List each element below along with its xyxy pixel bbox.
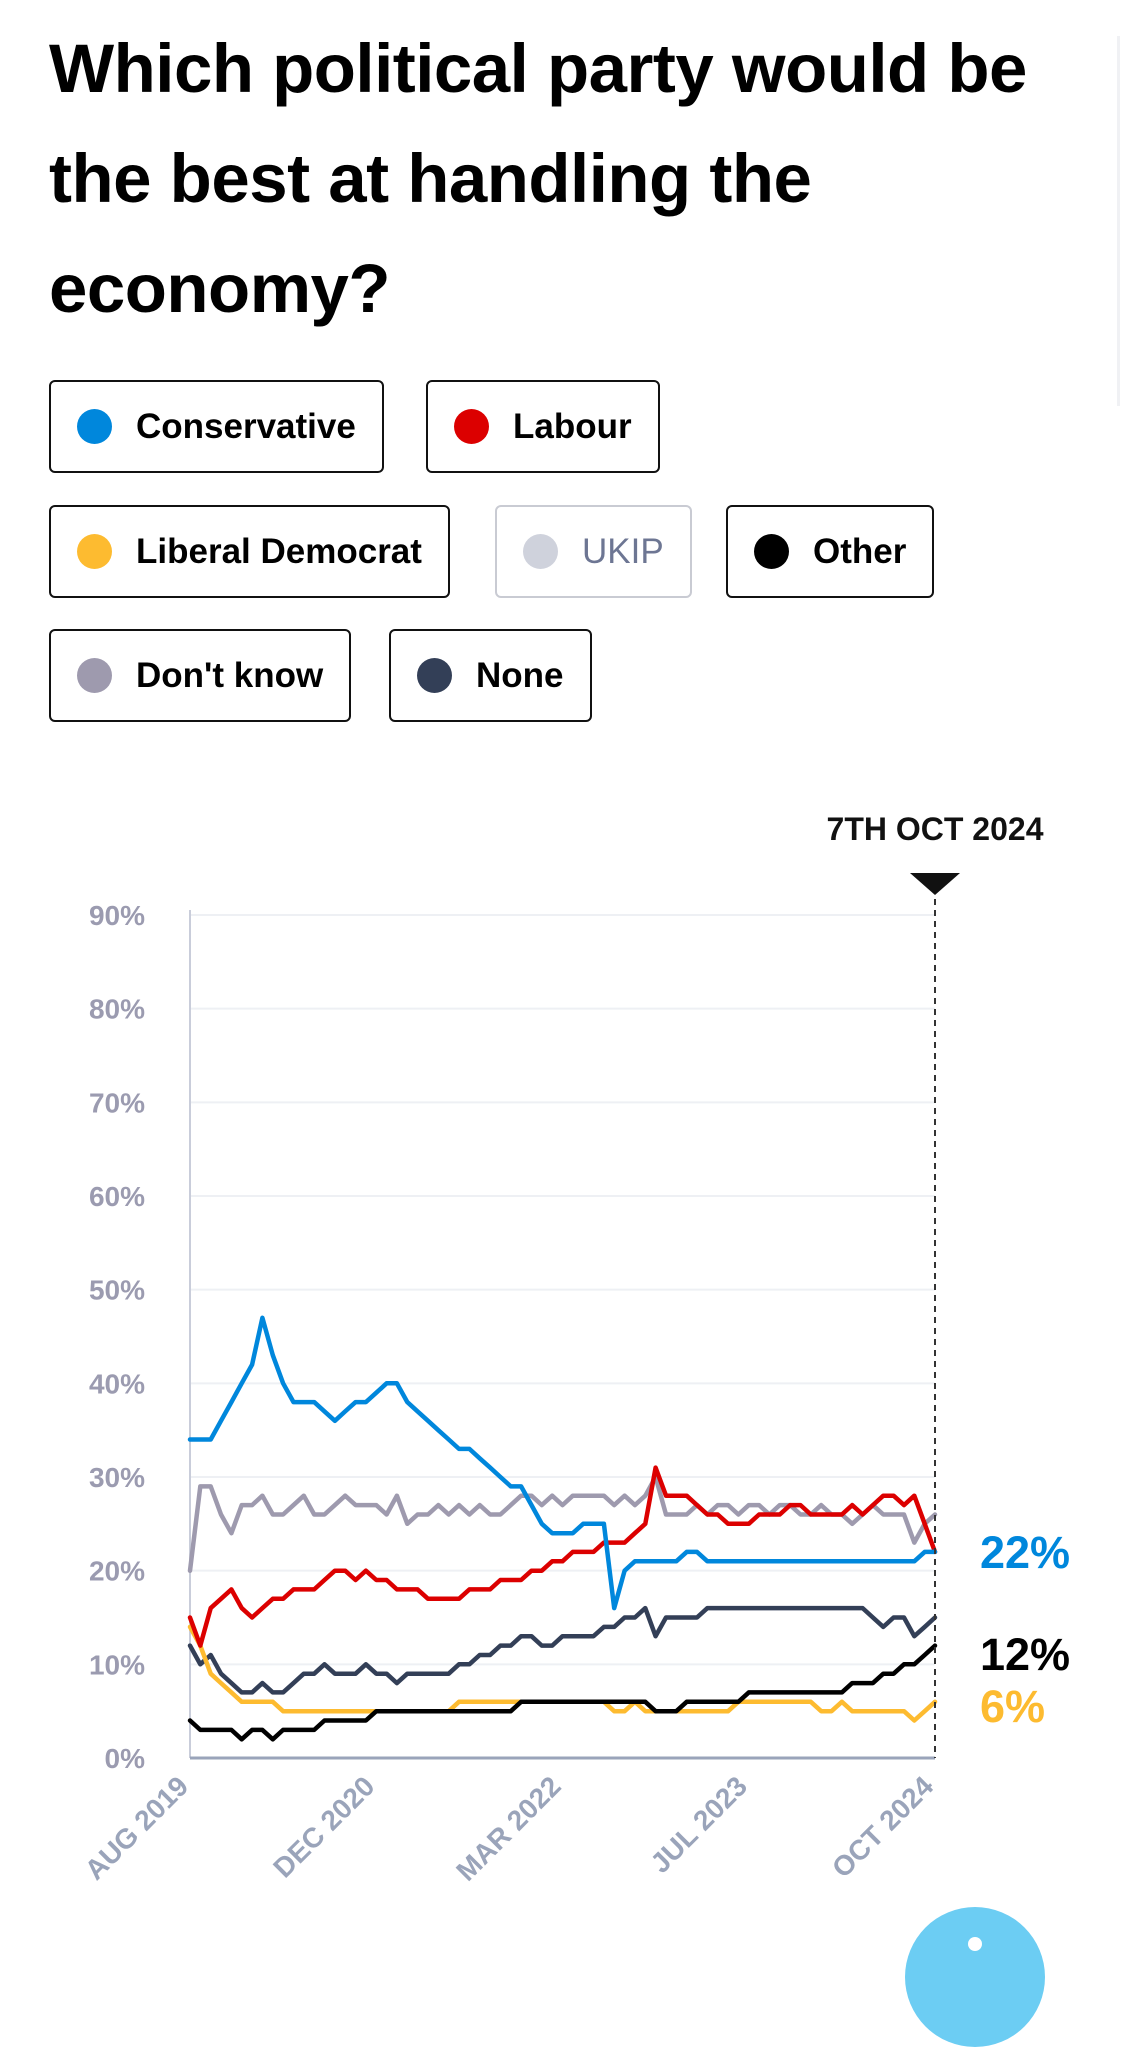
- marker-triangle-icon: [910, 873, 960, 895]
- series-line-dontknow: [187, 1474, 938, 1573]
- y-tick-label: 30%: [89, 1462, 145, 1493]
- legend-label: Liberal Democrat: [136, 531, 422, 571]
- legend-label: Conservative: [136, 406, 356, 446]
- series-line-labour: [187, 1465, 938, 1648]
- legend-dot-icon: [77, 534, 112, 569]
- legend-dot-icon: [523, 534, 558, 569]
- date-marker: 7TH OCT 2024: [827, 811, 1044, 1758]
- legend-label: UKIP: [582, 531, 664, 571]
- y-tick-label: 40%: [89, 1368, 145, 1399]
- legend-conservative-button[interactable]: Conservative: [49, 380, 384, 473]
- x-tick-label: AUG 2019: [79, 1770, 194, 1885]
- x-tick-label: JUL 2023: [644, 1770, 753, 1879]
- chart-series-lines: [187, 1315, 938, 1742]
- x-tick-label: MAR 2022: [450, 1770, 567, 1887]
- help-icon: [968, 1937, 982, 1951]
- legend-label: Labour: [513, 406, 632, 446]
- legend-labour-button[interactable]: Labour: [426, 380, 660, 473]
- legend-label: None: [476, 655, 564, 695]
- y-tick-label: 10%: [89, 1649, 145, 1680]
- page-edge-divider: [1117, 36, 1120, 406]
- legend-dot-icon: [77, 409, 112, 444]
- legend-dot-icon: [454, 409, 489, 444]
- series-line-none: [187, 1605, 938, 1695]
- legend-dot-icon: [417, 658, 452, 693]
- help-button[interactable]: [905, 1907, 1045, 2047]
- legend-label: Other: [813, 531, 907, 571]
- y-tick-label: 60%: [89, 1181, 145, 1212]
- chart-grid: [189, 910, 935, 1760]
- chart-end-labels: 22% 12%6%: [980, 1527, 1070, 1732]
- y-tick-label: 80%: [89, 994, 145, 1025]
- legend-label: Don't know: [136, 655, 324, 695]
- y-tick-label: 0%: [105, 1743, 146, 1774]
- legend-dot-icon: [754, 534, 789, 569]
- marker-label: 7TH OCT 2024: [827, 811, 1044, 847]
- y-tick-label: 50%: [89, 1275, 145, 1306]
- legend-liberal-democrat-button[interactable]: Liberal Democrat: [49, 505, 450, 598]
- chart-ticks: 0% 10% 20% 30% 40% 50% 60% 70% 80% 90% AUG 2019 DEC…: [79, 900, 940, 1887]
- y-tick-label: 20%: [89, 1556, 145, 1587]
- end-label-conservative: 22%: [980, 1527, 1070, 1578]
- end-label-other: 12%: [980, 1629, 1070, 1680]
- series-line-conservative: [187, 1315, 938, 1611]
- x-tick-label: OCT 2024: [826, 1770, 940, 1884]
- legend-dont-know-button[interactable]: Don't know: [49, 629, 352, 722]
- legend-ukip-button[interactable]: UKIP: [495, 505, 692, 598]
- series-line-other: [187, 1643, 938, 1742]
- end-label-libdem: 6%: [980, 1681, 1045, 1732]
- legend-none-button[interactable]: None: [389, 629, 592, 722]
- legend-other-button[interactable]: Other: [726, 505, 935, 598]
- legend-dot-icon: [77, 658, 112, 693]
- x-tick-label: DEC 2020: [267, 1770, 380, 1883]
- page-title: Which political party would be the best …: [49, 30, 1027, 327]
- line-chart: 0% 10% 20% 30% 40% 50% 60% 70% 80% 90% AUG 2019 DEC…: [79, 811, 1070, 1887]
- y-tick-label: 70%: [89, 1087, 145, 1118]
- y-tick-label: 90%: [89, 900, 145, 931]
